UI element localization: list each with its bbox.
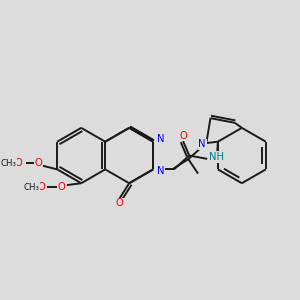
Text: O: O [116,198,123,208]
Text: O: O [34,158,42,168]
Text: O: O [58,182,66,192]
Text: O: O [179,130,187,141]
Text: N: N [157,166,164,176]
Text: N: N [157,134,164,145]
Text: O: O [14,158,22,168]
Text: O: O [38,182,45,192]
Text: N: N [198,140,206,149]
Text: NH: NH [208,152,224,162]
Text: CH₃: CH₃ [0,159,16,168]
Text: CH₃: CH₃ [24,183,40,192]
